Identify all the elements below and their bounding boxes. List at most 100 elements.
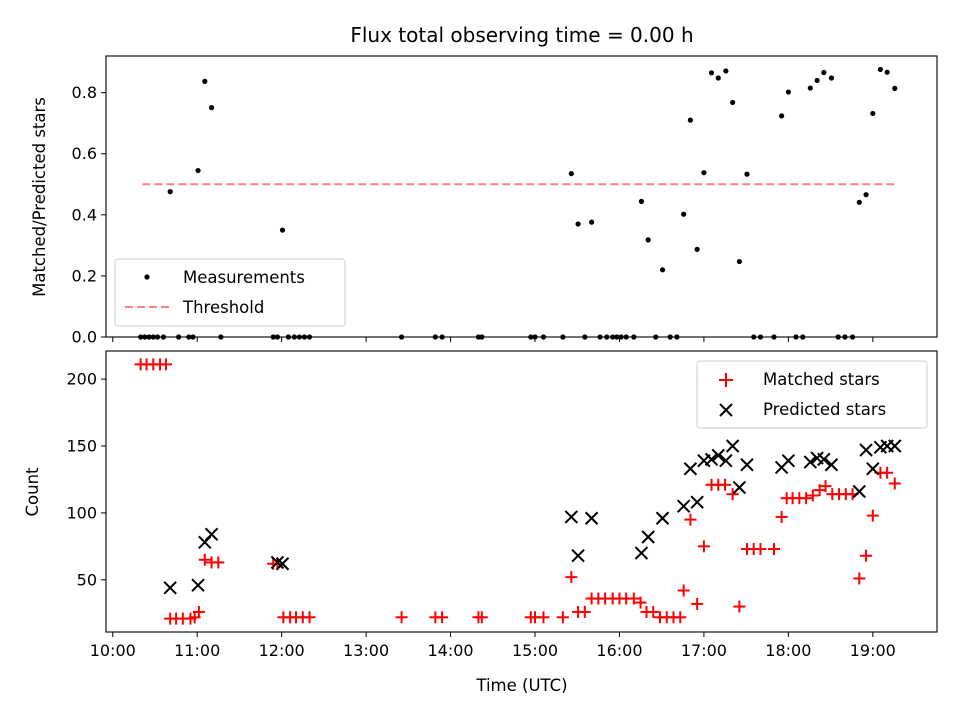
data-point bbox=[744, 171, 750, 177]
y-tick-label: 150 bbox=[66, 437, 97, 456]
x-tick-label: 19:00 bbox=[850, 641, 896, 660]
data-point bbox=[270, 334, 276, 340]
y-tick-label: 100 bbox=[66, 503, 97, 522]
data-point bbox=[859, 443, 873, 457]
data-point bbox=[582, 334, 588, 340]
y-tick-label: 50 bbox=[77, 570, 97, 589]
x-tick-label: 14:00 bbox=[428, 641, 474, 660]
data-point bbox=[892, 85, 898, 91]
data-point bbox=[653, 334, 659, 340]
data-point bbox=[824, 458, 839, 472]
data-point bbox=[800, 334, 806, 340]
data-point bbox=[296, 334, 302, 340]
data-point bbox=[751, 334, 757, 340]
data-point bbox=[204, 527, 219, 542]
data-point bbox=[279, 227, 286, 233]
bottom-y-ticks: 50 100 150 200 bbox=[66, 370, 106, 589]
data-point bbox=[588, 219, 595, 225]
bottom-legend: Matched stars Predicted stars bbox=[696, 360, 928, 429]
data-point bbox=[564, 510, 579, 524]
series-predicted-stars bbox=[163, 439, 902, 595]
data-point bbox=[701, 170, 707, 176]
data-point bbox=[719, 454, 733, 468]
legend-matched-marker bbox=[719, 373, 733, 387]
data-point bbox=[647, 605, 660, 618]
data-point bbox=[303, 611, 316, 624]
data-point bbox=[540, 334, 547, 340]
data-point bbox=[723, 68, 729, 74]
legend-predicted-label: Predicted stars bbox=[763, 400, 886, 419]
data-point bbox=[191, 578, 205, 592]
data-point bbox=[138, 334, 144, 340]
data-point bbox=[835, 334, 841, 340]
x-tick-label: 17:00 bbox=[681, 641, 727, 660]
data-point bbox=[779, 113, 785, 119]
data-point bbox=[176, 334, 182, 340]
data-point bbox=[690, 495, 704, 509]
data-point bbox=[479, 334, 485, 340]
x-tick-label: 10:00 bbox=[90, 641, 136, 660]
data-point bbox=[866, 462, 880, 476]
data-point bbox=[163, 581, 177, 595]
y-tick-label: 0.0 bbox=[72, 328, 97, 347]
data-point bbox=[610, 334, 616, 340]
data-point bbox=[711, 448, 725, 463]
data-point bbox=[856, 199, 862, 205]
data-point bbox=[645, 237, 651, 243]
data-point bbox=[190, 334, 196, 340]
data-point bbox=[202, 78, 208, 84]
data-point bbox=[757, 334, 764, 340]
data-point bbox=[881, 466, 894, 479]
x-tick-label: 15:00 bbox=[512, 641, 558, 660]
data-point bbox=[208, 105, 215, 111]
data-point bbox=[870, 110, 876, 117]
legend-predicted-marker bbox=[719, 403, 733, 417]
data-point bbox=[807, 85, 813, 91]
data-point bbox=[719, 478, 732, 491]
data-point bbox=[740, 458, 754, 472]
data-point bbox=[800, 492, 813, 505]
data-point bbox=[655, 511, 670, 525]
bottom-plot-area bbox=[134, 358, 902, 625]
bottom-legend-box bbox=[696, 360, 928, 429]
data-point bbox=[560, 334, 566, 340]
data-point bbox=[684, 513, 697, 526]
data-point bbox=[537, 611, 550, 624]
data-point bbox=[212, 556, 225, 569]
y-tick-label: 0.8 bbox=[72, 83, 97, 102]
data-point bbox=[584, 511, 599, 525]
data-point bbox=[853, 572, 866, 585]
data-point bbox=[623, 334, 629, 340]
data-point bbox=[604, 334, 610, 340]
data-point bbox=[866, 509, 879, 522]
data-point bbox=[736, 258, 742, 265]
data-point bbox=[192, 605, 205, 618]
top-plot-area bbox=[138, 66, 898, 340]
data-point bbox=[697, 540, 710, 553]
data-point bbox=[475, 611, 488, 624]
data-point bbox=[708, 70, 715, 76]
data-point bbox=[270, 555, 285, 570]
legend-matched-label: Matched stars bbox=[763, 370, 880, 389]
data-point bbox=[142, 334, 148, 340]
top-axes: 0.00.20.40.60.8 Matched/Predicted stars … bbox=[30, 55, 938, 347]
x-tick-label: 12:00 bbox=[259, 641, 305, 660]
data-point bbox=[877, 66, 884, 73]
data-point bbox=[597, 334, 603, 340]
data-point bbox=[863, 192, 869, 198]
x-tick-label: 13:00 bbox=[343, 641, 389, 660]
data-point bbox=[638, 198, 645, 204]
legend-measurements-marker bbox=[144, 274, 150, 280]
data-point bbox=[291, 334, 297, 340]
data-point bbox=[159, 358, 172, 371]
data-point bbox=[198, 553, 211, 566]
data-point bbox=[733, 600, 746, 613]
data-point bbox=[301, 334, 308, 340]
y-tick-label: 0.2 bbox=[72, 266, 97, 285]
data-point bbox=[814, 77, 820, 84]
data-point bbox=[674, 334, 680, 340]
data-point bbox=[821, 69, 827, 76]
x-tick-label: 16:00 bbox=[596, 641, 642, 660]
data-point bbox=[659, 267, 666, 273]
data-point bbox=[634, 546, 649, 560]
